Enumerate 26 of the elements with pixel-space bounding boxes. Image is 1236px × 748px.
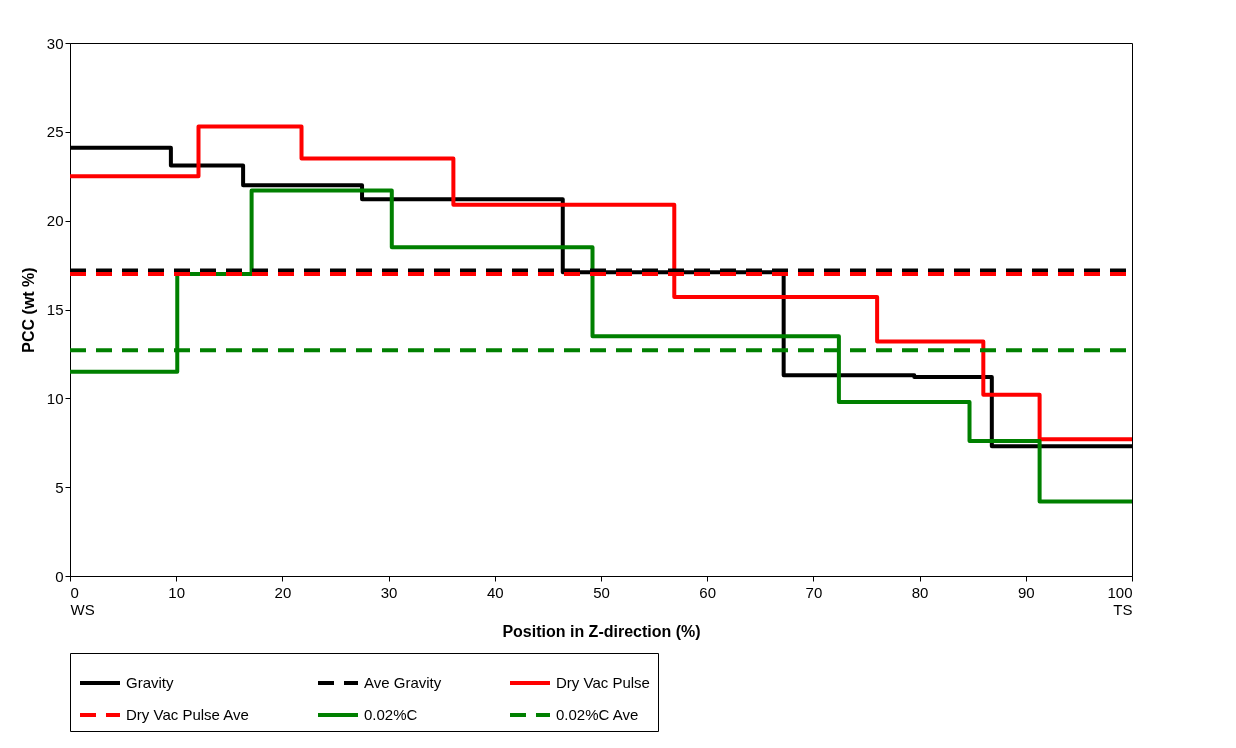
y-tick-label: 0 <box>55 567 64 585</box>
y-tick-label: 25 <box>46 123 64 141</box>
x-tick-label: 40 <box>486 583 504 601</box>
x-tick-label: 50 <box>593 583 610 601</box>
x-tick-label: 20 <box>274 583 292 601</box>
legend-label: Gravity <box>126 674 174 691</box>
legend-label: 0.02%C Ave <box>556 706 639 723</box>
legend-label: 0.02%C <box>364 706 418 723</box>
y-tick-label: 30 <box>46 34 64 52</box>
x-tick-label: 90 <box>1017 583 1035 601</box>
x-axis-title: Position in Z-direction (%) <box>502 622 701 640</box>
y-tick-label: 5 <box>55 478 64 496</box>
y-tick-label: 10 <box>46 389 64 407</box>
y-axis-title: PCC (wt %) <box>19 267 37 353</box>
x-tick-label: 70 <box>805 583 823 601</box>
x-tick-label: 0 WS <box>70 583 95 618</box>
x-tick-label: 10 <box>168 583 186 601</box>
x-tick-label: 30 <box>380 583 398 601</box>
x-tick-label: 100 TS <box>1107 583 1133 618</box>
x-tick-label: 80 <box>911 583 929 601</box>
legend-label: Dry Vac Pulse <box>556 674 650 691</box>
y-tick-label: 20 <box>46 212 64 230</box>
y-tick-label: 15 <box>46 301 64 318</box>
legend-label: Ave Gravity <box>364 674 442 691</box>
legend-label: Dry Vac Pulse Ave <box>126 706 249 723</box>
x-tick-label: 60 <box>699 583 717 601</box>
